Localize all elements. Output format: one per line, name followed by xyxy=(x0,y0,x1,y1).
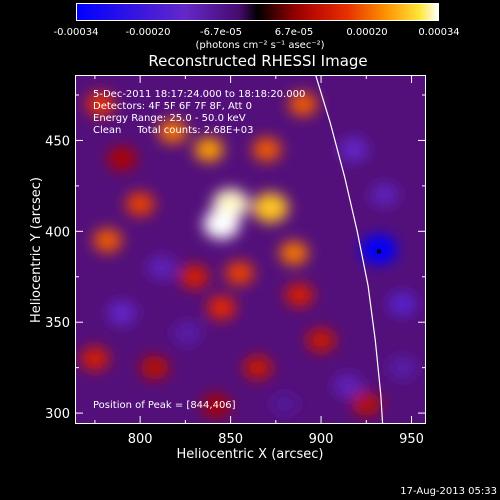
limb-curve xyxy=(315,75,384,424)
heatmap-blob xyxy=(203,209,240,240)
heatmap-blob xyxy=(107,301,137,326)
heatmap-blob xyxy=(172,321,202,346)
heatmap-blob xyxy=(194,137,224,162)
y-tick-label: 350 xyxy=(45,316,70,331)
x-axis-label: Heliocentric X (arcsec) xyxy=(177,447,324,462)
heatmap-blob xyxy=(140,355,170,380)
y-axis-label: Heliocentric Y (arcsec) xyxy=(29,177,44,323)
heatmap-blob xyxy=(225,261,255,286)
x-tick-label: 950 xyxy=(399,432,424,447)
x-tick-label: 900 xyxy=(309,432,334,447)
heatmap-blob xyxy=(158,119,188,144)
y-tick-label: 400 xyxy=(45,225,70,240)
heatmap-blob xyxy=(339,137,369,162)
clean-annotation: Clean Total counts: 2.68E+03 xyxy=(93,125,253,136)
heatmap-blob xyxy=(279,241,309,266)
chart-title: Reconstructed RHESSI Image xyxy=(148,52,368,70)
heatmap-blob xyxy=(288,92,318,117)
heatmap-blob xyxy=(388,292,417,317)
colorbar xyxy=(76,3,439,21)
heatmap-blob xyxy=(369,182,399,207)
heatmap-blob xyxy=(201,393,231,418)
colorbar-tick-label: 6.7e-05 xyxy=(274,27,314,38)
y-tick-label: 300 xyxy=(45,407,70,422)
energy-annotation: Energy Range: 25.0 - 50.0 keV xyxy=(93,113,246,124)
heatmap-blob xyxy=(252,137,282,162)
heatmap-blob xyxy=(125,192,155,217)
colorbar-tick-label: -6.7e-05 xyxy=(200,27,242,38)
colorbar-tick-label: -0.00020 xyxy=(125,27,171,38)
heatmap-blob xyxy=(147,255,177,280)
heatmap-blob xyxy=(207,295,236,320)
heatmap-blob xyxy=(252,192,289,223)
colorbar-tick-label: 0.00034 xyxy=(418,27,460,38)
heatmap-blob xyxy=(306,328,336,353)
colorbar-tick-label: 0.00020 xyxy=(346,27,388,38)
colorbar-units: (photons cm⁻² s⁻¹ asec⁻²) xyxy=(195,40,325,51)
peak-annotation: Position of Peak = [844,406] xyxy=(93,400,236,411)
heatmap-blob xyxy=(351,392,381,417)
heatmap-blob xyxy=(85,92,115,117)
x-tick-label: 850 xyxy=(218,432,243,447)
heatmap-blob xyxy=(284,282,314,307)
heatmap-plot: 5-Dec-2011 18:17:24.000 to 18:18:20.000 … xyxy=(75,75,426,424)
heatmap-blob xyxy=(180,264,209,289)
heatmap-blob xyxy=(388,355,417,380)
colorbar-tick-label: -0.00034 xyxy=(53,27,99,38)
detectors-annotation: Detectors: 4F 5F 6F 7F 8F, Att 0 xyxy=(93,101,252,112)
time-annotation: 5-Dec-2011 18:17:24.000 to 18:18:20.000 xyxy=(93,89,305,100)
heatmap-blob xyxy=(107,146,137,171)
x-tick-label: 800 xyxy=(128,432,153,447)
heatmap-blob xyxy=(333,373,363,398)
heatmap-blob xyxy=(270,392,300,417)
heatmap-blob xyxy=(93,228,122,253)
heatmap-blob xyxy=(243,355,273,380)
peak-marker xyxy=(376,249,381,254)
heatmap-blob xyxy=(80,346,110,371)
timestamp: 17-Aug-2013 05:33 xyxy=(400,486,497,497)
y-tick-label: 450 xyxy=(45,134,70,149)
